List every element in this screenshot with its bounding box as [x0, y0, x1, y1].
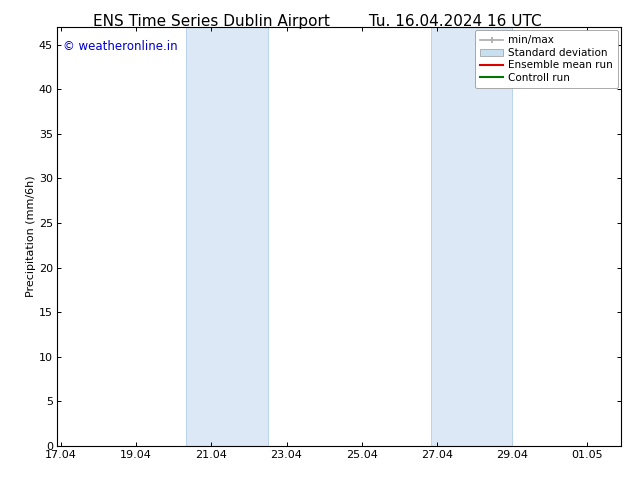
Y-axis label: Precipitation (mm/6h): Precipitation (mm/6h)	[26, 175, 36, 297]
Bar	[430, 27, 512, 446]
Text: ENS Time Series Dublin Airport        Tu. 16.04.2024 16 UTC: ENS Time Series Dublin Airport Tu. 16.04…	[93, 14, 541, 29]
Legend: min/max, Standard deviation, Ensemble mean run, Controll run: min/max, Standard deviation, Ensemble me…	[475, 30, 618, 88]
Bar	[186, 27, 268, 446]
Text: © weatheronline.in: © weatheronline.in	[63, 40, 178, 52]
